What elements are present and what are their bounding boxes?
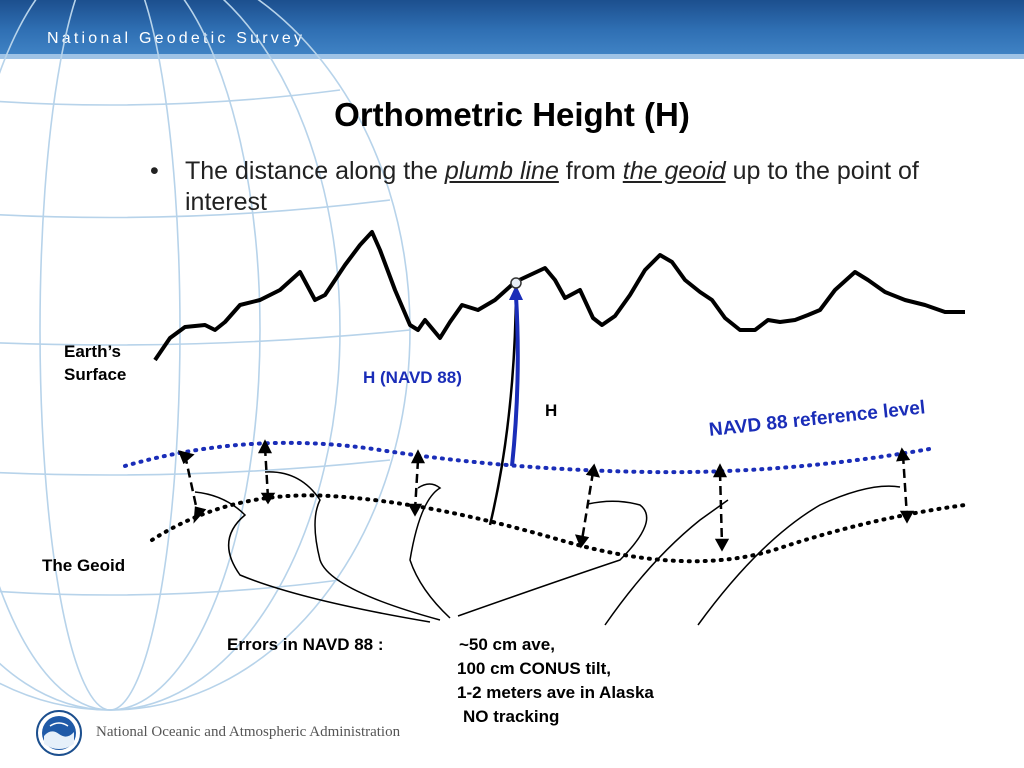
point-of-interest-icon [510,277,522,289]
earth-surface-line [153,230,965,362]
geoid-line [150,493,967,564]
bullet-term-plumb-line: plumb line [444,157,559,185]
error-leader-lines [194,471,901,626]
bullet-part2: from [558,157,623,185]
navd88-reference-line [123,440,937,475]
org-title: National Geodetic Survey [47,30,306,47]
bullet-text: The distance along the plumb line from t… [185,156,945,218]
earth-surface-label: Earth’s Surface [64,342,127,384]
footer-agency: National Oceanic and Atmospheric Adminis… [96,724,401,740]
error-line-4: NO tracking [463,707,560,726]
h-label: H [545,401,558,420]
plumb-line [488,289,518,526]
geoid-label: The Geoid [42,556,126,575]
bullet-part3: up to the point of interest [185,157,919,216]
noaa-logo-icon [36,710,82,756]
error-line-3: 1-2 meters ave in Alaska [457,683,654,702]
bullet-part1: The distance along the [185,157,445,185]
bullet-dot-icon: • [150,157,159,185]
globe-background-icon [0,0,411,711]
bullet-term-geoid: the geoid [622,157,726,185]
header-stripe [0,54,1024,59]
header-band [0,0,1024,54]
h-navd88-arrow [510,295,520,467]
h-navd88-label: H (NAVD 88) [363,368,462,387]
slide-title: Orthometric Height (H) [334,96,690,133]
errors-label: Errors in NAVD 88 : [227,635,384,654]
error-line-2: 100 cm CONUS tilt, [457,659,611,678]
separation-arrows [177,439,915,552]
error-line-1: ~50 cm ave, [459,635,555,654]
